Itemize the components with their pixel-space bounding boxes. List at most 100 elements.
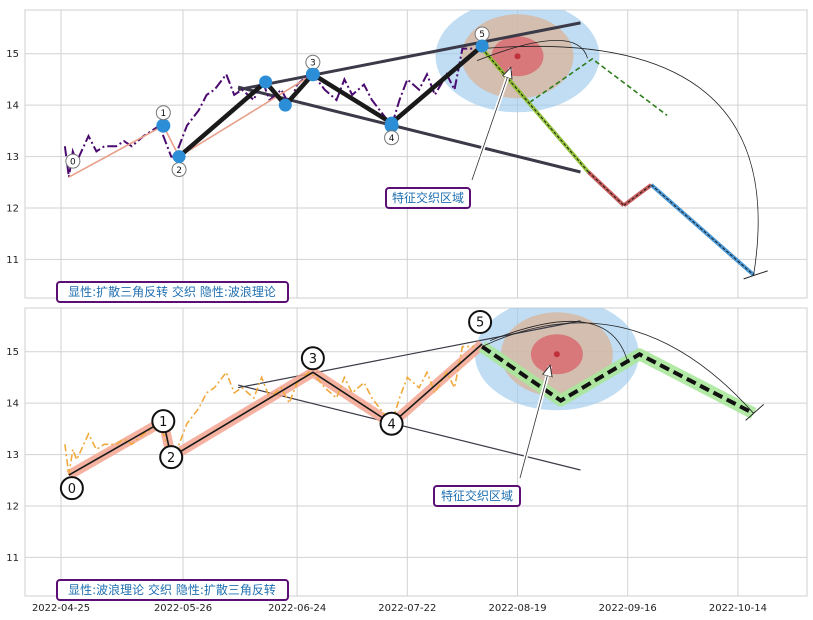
wave-label-circle <box>155 105 171 121</box>
wave-label-0: 0 <box>65 153 81 169</box>
wave-black-path <box>177 44 484 159</box>
x-tick-label: 2022-07-22 <box>378 603 436 614</box>
top-legend-box: 显性:扩散三角反转 交织 隐性:波浪理论 <box>56 281 289 303</box>
bottom-legend-box: 显性:波浪理论 交织 隐性:扩散三角反转 <box>56 579 289 601</box>
x-tick-label: 2022-08-19 <box>488 603 546 614</box>
wave-label-3: 3 <box>305 54 321 70</box>
wave-label-3: 3 <box>300 346 325 371</box>
path-node <box>475 39 489 53</box>
zone-center-dot <box>553 351 560 358</box>
wave-label-1: 1 <box>155 105 171 121</box>
wave-label-text: 1 <box>159 415 167 430</box>
wave-label-5: 5 <box>468 310 493 334</box>
path-node <box>259 75 273 89</box>
wave-label-circle <box>384 130 400 146</box>
bottom-x-ticks: 2022-04-25 2022-05-26 2022-06-24 2022-07-22… <box>32 603 767 614</box>
path-node <box>278 98 292 112</box>
arc-end-bracket <box>743 270 768 280</box>
y-tick-label: 11 <box>6 553 19 564</box>
wave-label-text: 5 <box>476 316 484 331</box>
wave-label-circle <box>65 153 81 169</box>
projection-segment-dash <box>481 48 589 173</box>
top-zone-label-box: 特征交织区域 <box>385 187 471 209</box>
wave-label-text: 0 <box>70 157 76 167</box>
wave-label-circle <box>379 411 404 436</box>
y-tick-label: 11 <box>6 255 19 266</box>
arc-large <box>482 45 759 275</box>
wave-label-5: 5 <box>474 26 490 42</box>
upper-trendline <box>237 320 581 389</box>
wave-label-4: 4 <box>379 411 404 436</box>
wave-label-2: 2 <box>171 162 187 178</box>
zone-center-dot <box>514 53 521 60</box>
wave-label-circle <box>151 409 176 434</box>
path-node <box>172 150 186 164</box>
x-tick-label: 2022-06-24 <box>268 603 326 614</box>
arc-large <box>481 322 754 414</box>
wave-label-text: 4 <box>389 134 395 144</box>
projection-segment-dash <box>588 171 625 206</box>
y-tick-label: 13 <box>6 450 19 461</box>
bottom-plot-area <box>24 307 808 597</box>
x-tick-label: 2022-10-14 <box>709 603 767 614</box>
bottom-legend-frame <box>56 579 289 601</box>
bottom-zone-label-box: 特征交织区域 <box>433 485 521 507</box>
wave-label-text: 2 <box>167 451 175 466</box>
arc-end-bracket <box>745 404 764 421</box>
y-tick-label: 15 <box>6 347 19 358</box>
lower-trendline <box>237 85 581 174</box>
projection-segment-dash <box>623 184 652 206</box>
wave-label-circle <box>59 476 84 501</box>
wave-label-0: 0 <box>59 476 84 501</box>
path-node <box>306 67 320 81</box>
top-interaction-zone <box>435 10 600 113</box>
y-tick-label: 14 <box>6 101 19 112</box>
top-zone-label: 特征交织区域 <box>392 190 464 205</box>
arrow-to-zone <box>471 68 511 181</box>
projection-dashed <box>480 344 755 416</box>
wave-label-circle <box>300 346 325 371</box>
y-tick-label: 12 <box>6 204 19 215</box>
x-tick-label: 2022-05-26 <box>154 603 212 614</box>
wave-label-text: 4 <box>387 417 395 432</box>
y-tick-label: 14 <box>6 399 19 410</box>
wave-line <box>68 343 483 476</box>
top-marks: 0 1 2 3 4 5 <box>65 26 511 181</box>
wave-label-text: 5 <box>479 30 485 40</box>
y-tick-label: 12 <box>6 502 19 513</box>
wave-label-text: 3 <box>310 59 316 69</box>
projection-segment-dash <box>650 184 754 276</box>
wave-label-2: 2 <box>159 445 184 470</box>
bottom-y-ticks: 11 12 13 14 15 <box>6 347 19 564</box>
wave-label-text: 1 <box>160 109 166 119</box>
y-tick-label: 15 <box>6 49 19 60</box>
wave-label-circle <box>468 310 493 334</box>
bottom-lines <box>64 320 764 480</box>
top-zone-label-frame <box>385 187 471 209</box>
wave-line-2-3 <box>178 73 314 158</box>
wave-label-text: 2 <box>176 166 182 176</box>
arrow-to-zone <box>519 366 550 479</box>
wave-node <box>156 118 171 133</box>
wave-label-text: 0 <box>68 482 76 497</box>
wave-label-circle <box>159 445 184 470</box>
arc-small <box>476 39 588 61</box>
top-legend-text: 显性:扩散三角反转 交织 隐性:波浪理论 <box>68 284 276 299</box>
x-tick-label: 2022-09-16 <box>599 603 657 614</box>
wave-label-text: 3 <box>309 352 317 367</box>
wave-label-1: 1 <box>151 409 176 434</box>
x-tick-label: 2022-04-25 <box>32 603 90 614</box>
upper-trendline <box>237 21 581 92</box>
arc-small <box>489 320 628 360</box>
y-tick-label: 13 <box>6 152 19 163</box>
top-legend-frame <box>56 281 289 303</box>
price-line <box>64 345 475 476</box>
path-node <box>385 116 399 130</box>
bottom-marks: 0 1 2 3 4 5 <box>59 310 550 501</box>
bottom-zone-label-frame <box>433 485 521 507</box>
top-y-ticks: 11 12 13 14 15 <box>6 49 19 266</box>
lower-trendline <box>237 384 581 471</box>
